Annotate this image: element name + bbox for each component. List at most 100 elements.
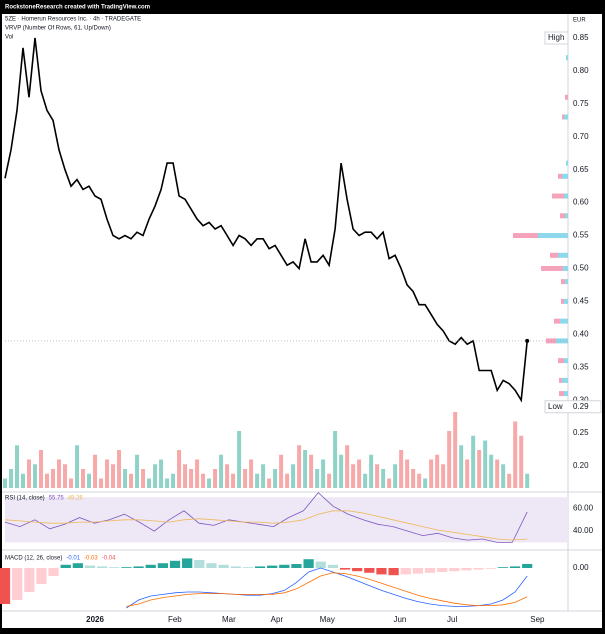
volume-bar <box>387 478 392 488</box>
macd-line <box>126 572 528 607</box>
indicator-label: VRVP (Number Of Rows, 61, Up/Down) <box>5 26 111 32</box>
macd-histogram-bar <box>109 567 120 568</box>
macd-histogram-bar <box>473 568 484 570</box>
series-line <box>4 510 528 541</box>
volume-bar <box>135 454 140 488</box>
volume-bar <box>489 454 494 488</box>
macd-histogram-bar <box>279 564 290 568</box>
volume-bar <box>57 459 62 488</box>
x-tick-label: Jun <box>393 615 406 624</box>
macd-histogram-bar <box>182 558 193 568</box>
volume-bar <box>243 469 248 488</box>
vrvp-up <box>565 279 568 285</box>
volume-bar <box>351 464 356 488</box>
vrvp-up <box>566 55 568 61</box>
y-tick-label: 0.75 <box>573 99 589 108</box>
y-tick-label: 0.20 <box>573 461 589 470</box>
volume-bar <box>357 459 362 488</box>
y-tick-label: 0.55 <box>573 231 589 240</box>
volume-bar <box>225 464 230 488</box>
legend-value: -0.03 <box>84 556 98 562</box>
volume-bar <box>33 464 38 488</box>
vrvp-down <box>558 173 562 179</box>
volume-bar <box>69 478 74 488</box>
volume-bar <box>81 469 86 488</box>
y-tick-label: 0.00 <box>573 563 589 572</box>
y-tick-label: 0.50 <box>573 264 589 273</box>
vrvp-up <box>564 114 568 120</box>
vrvp-down <box>562 114 564 120</box>
vrvp-down <box>560 213 565 219</box>
y-tick-label: 0.40 <box>573 329 589 338</box>
x-tick-label: Feb <box>168 615 182 624</box>
volume-bar <box>129 473 134 488</box>
volume-bar <box>393 464 398 488</box>
macd-histogram-bar <box>12 568 23 600</box>
vrvp-down <box>561 279 565 285</box>
vrvp-up <box>565 213 568 219</box>
y-tick-label: 0.25 <box>573 428 589 437</box>
low-box <box>544 400 602 414</box>
vrvp-up <box>563 265 568 271</box>
volume-bar <box>159 459 164 488</box>
macd-histogram-bar <box>522 564 533 568</box>
volume-bar <box>39 450 44 488</box>
macd-histogram-bar <box>388 568 399 576</box>
series-line <box>4 37 528 403</box>
vrvp-up <box>538 233 568 239</box>
y-tick-label: 0.60 <box>573 198 589 207</box>
volume-bar <box>51 469 56 488</box>
volume-bar <box>465 459 470 488</box>
x-tick-label: Mar <box>222 615 236 624</box>
volume-bar <box>303 450 308 488</box>
vrvp-down <box>558 358 564 364</box>
macd-histogram-bar <box>509 566 521 568</box>
chart-title: 5ZE · Homerun Resources Inc. · 4h · TRAD… <box>5 17 141 23</box>
volume-bar <box>519 435 524 488</box>
currency: EUR <box>573 18 586 24</box>
macd-histogram-bar <box>364 568 375 573</box>
macd-histogram-bar <box>461 568 472 571</box>
macd-histogram-bar <box>133 566 144 568</box>
macd-histogram-bar <box>497 567 509 568</box>
volume-bar <box>177 450 182 488</box>
volume-bar <box>507 473 512 488</box>
macd-histogram-bar <box>230 566 241 568</box>
y-tick-label: 60.00 <box>573 504 594 513</box>
volume-bar <box>183 464 188 488</box>
volume-bar <box>447 431 452 488</box>
x-tick-label: May <box>320 615 335 624</box>
macd-histogram-bar <box>327 564 339 568</box>
volume-bar <box>369 454 374 488</box>
volume-bar <box>249 459 254 488</box>
volume-bar <box>27 459 32 488</box>
macd-histogram-bar <box>352 568 363 572</box>
macd-histogram-bar <box>194 560 205 568</box>
volume-bar <box>375 464 380 488</box>
volume-bar <box>123 469 128 488</box>
volume-bar <box>441 464 446 488</box>
volume-bar <box>435 454 440 488</box>
volume-bar <box>339 454 344 488</box>
volume-bar <box>93 454 98 488</box>
vrvp-up <box>564 193 568 199</box>
vrvp-up <box>562 377 568 383</box>
volume-bar <box>405 459 410 488</box>
macd-histogram-bar <box>400 568 411 575</box>
macd-histogram-bar <box>315 561 326 568</box>
vrvp-down <box>552 193 564 199</box>
volume-bar <box>261 464 266 488</box>
y-tick-label: 0.45 <box>573 296 589 305</box>
volume-bar <box>255 473 260 488</box>
macd-histogram-bar <box>157 563 168 568</box>
volume-bar <box>105 459 110 488</box>
pane-title: MACD (12, 26, close) <box>5 556 62 562</box>
volume-bar <box>219 454 224 488</box>
volume-bar <box>87 473 92 488</box>
volume-bar <box>513 421 518 488</box>
vrvp-down <box>559 391 564 397</box>
y-tick-label: 0.70 <box>573 132 589 141</box>
watermark: RockstoneResearch created with TradingVi… <box>5 5 150 11</box>
volume-bar <box>3 478 7 488</box>
volume-bar <box>495 459 500 488</box>
